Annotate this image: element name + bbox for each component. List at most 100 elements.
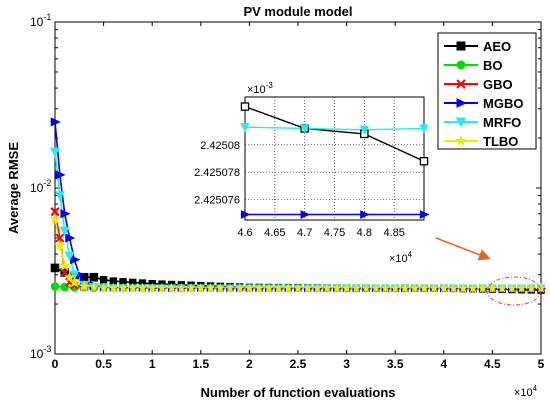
marker-tlbo [526,283,537,293]
x-tick-label: 4 [440,357,447,371]
legend-marker-mrfo [455,117,467,128]
marker-aeo [50,263,60,273]
inset-x-tick-label: 4.7 [297,227,312,239]
marker-tlbo [127,282,138,293]
inset-y-tick-label: 2.42508 [200,140,240,152]
marker-tlbo [361,282,372,293]
legend-marker-aeo [456,41,466,51]
inset-series-markers [240,102,430,219]
marker-tlbo [351,282,362,293]
inset-marker-mgbo [360,210,370,219]
x-axis-label: Number of function evaluations [200,385,395,400]
inset-y-scale-multiplier: ×10-3 [247,81,273,96]
marker-tlbo [78,280,90,292]
marker-tlbo [467,283,478,293]
inset-x-tick-label: 4.85 [383,227,404,239]
legend-marker-bo [456,60,466,70]
inset-marker-mgbo [240,210,251,219]
marker-tlbo [59,259,71,271]
marker-tlbo [224,282,235,293]
marker-mgbo [70,255,81,265]
legend-label-aeo: AEO [483,39,511,54]
marker-gbo [55,233,65,243]
marker-tlbo [98,282,109,293]
marker-tlbo [137,282,148,293]
inset-marker-mrfo [240,122,250,133]
y-axis-label: Average RMSE [6,142,21,234]
inset-axis-ticks: 4.6 4.65 4.7 4.75 4.8 4.85 2.42508 2.425078 2.42… [194,140,405,239]
inset-marker-mrfo [299,124,310,134]
x-tick-label: 3.5 [387,357,404,371]
marker-mgbo [55,170,66,180]
inset-x-tick-label: 4.8 [357,227,372,239]
marker-tlbo [438,283,449,293]
marker-tlbo [54,239,66,251]
marker-tlbo [370,282,381,293]
marker-gbo [50,207,60,217]
marker-tlbo [419,282,430,293]
marker-tlbo [477,283,488,293]
inset-marker-aeo [240,102,250,111]
marker-mrfo [49,147,61,158]
marker-mrfo [64,251,75,262]
marker-tlbo [273,282,284,293]
inset-series-lines [244,105,425,216]
x-tick-label: 0.5 [95,357,112,371]
inset-y-tick-label: 2.425076 [194,195,240,207]
marker-tlbo [244,282,255,293]
x-tick-label: 0 [52,357,59,371]
y-tick-label: 10-1 [30,12,51,29]
marker-tlbo [292,282,304,293]
inset-line-aeo [244,105,425,162]
inset-marker-mgbo [419,210,430,219]
x-tick-label: 2 [246,357,253,371]
y-tick-label: 10-3 [30,344,51,361]
marker-mgbo [60,209,71,219]
marker-bo [50,282,60,291]
marker-mrfo [54,191,65,201]
marker-mgbo [50,117,61,127]
marker-tlbo [215,282,226,293]
marker-tlbo [390,282,401,293]
marker-tlbo [88,281,99,292]
x-tick-label: 3 [343,357,350,371]
marker-tlbo [205,282,216,293]
marker-tlbo [506,283,517,293]
marker-tlbo [380,282,391,293]
marker-tlbo [147,282,158,293]
inset-x-scale-multiplier: ×104 [389,250,413,265]
marker-tlbo [448,283,459,293]
inset-marker-aeo [419,156,429,166]
legend-label-bo: BO [483,58,503,73]
inset-x-tick-label: 4.6 [237,227,252,239]
zoom-arrow [435,237,491,261]
marker-tlbo [195,282,206,293]
marker-mgbo [65,233,76,243]
marker-mrfo [59,226,70,237]
x-tick-label: 4.5 [484,357,501,371]
marker-mrfo [69,270,80,281]
marker-tlbo [409,282,420,293]
legend-label-mgbo: MGBO [483,96,523,111]
marker-aeo [99,276,108,284]
marker-tlbo [263,282,274,293]
marker-tlbo [535,283,547,293]
legend-label-mrfo: MRFO [483,115,521,130]
inset-line-mrfo [244,126,425,131]
marker-tlbo [322,282,333,293]
x-tick-label: 2.5 [290,357,307,371]
marker-tlbo [312,282,323,293]
legend-label-tlbo: TLBO [483,134,518,149]
inset-x-tick-label: 4.65 [264,227,285,239]
legend: AEO BO GBO MGBO MRFO TLBO [437,32,537,150]
x-scale-multiplier: ×104 [514,384,538,399]
marker-tlbo [234,282,245,293]
marker-tlbo [487,283,498,293]
marker-tlbo [516,283,527,293]
marker-tlbo [331,282,342,293]
marker-tlbo [118,282,129,293]
x-tick-label: 1.5 [192,357,209,371]
legend-box [437,32,537,150]
marker-tlbo [497,283,508,293]
